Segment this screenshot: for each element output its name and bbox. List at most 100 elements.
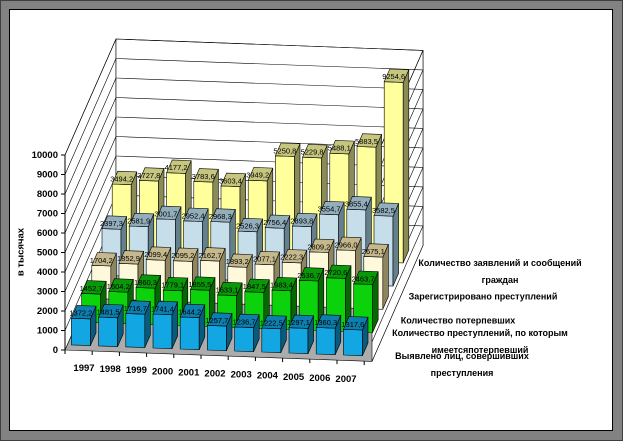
bar-top	[302, 144, 328, 159]
bar-top	[281, 249, 308, 264]
bar-top	[155, 205, 182, 220]
series-axis-label-zaregistrirovano: Зарегистрировано преступлений	[409, 289, 558, 306]
series-axis-label-line: Количество потерпевших	[400, 315, 516, 326]
bar-top	[346, 196, 372, 211]
bar-top	[237, 217, 264, 233]
bar-value-label: 2968,3	[209, 212, 232, 221]
bar-value-label: 2095,2	[171, 251, 194, 260]
gridline	[64, 194, 117, 312]
bar-value-label: 1741,4	[151, 305, 174, 314]
bar-front	[152, 313, 173, 350]
bar-front	[343, 328, 363, 357]
bar-value-label: 2162,7	[199, 251, 222, 260]
bar-side	[402, 69, 410, 264]
year-axis-label: 2006	[309, 373, 330, 384]
bar-front	[207, 325, 227, 352]
bar-value-label: 1257,7	[205, 316, 228, 325]
bar-value-label: 2966,0	[335, 240, 358, 249]
bar-value-label: 1644,2	[178, 307, 201, 316]
bar-top	[166, 159, 192, 174]
bar-top	[234, 313, 260, 328]
bar-value-label: 2222,3	[280, 253, 303, 262]
value-axis-tick-label: 5000	[37, 248, 58, 259]
bar-top	[271, 276, 298, 292]
bar-value-label: 1893,2	[226, 257, 249, 266]
bar-top	[145, 246, 172, 261]
bar-value-label: 1704,2	[90, 256, 113, 265]
bar-top	[291, 212, 318, 228]
bar-top	[288, 314, 315, 329]
bar-top	[118, 250, 145, 265]
series-axis-label-line: Количество преступлений, по которым	[392, 328, 568, 338]
bar-value-label: 5250,8	[273, 146, 296, 155]
bar-top	[342, 316, 369, 331]
value-axis-tick-label: 4000	[37, 267, 58, 278]
bar-top	[254, 250, 281, 266]
bar-top	[193, 168, 219, 183]
year-axis-label: 2005	[283, 372, 305, 383]
series-axis-label-line: Количество заявлений и сообщений	[418, 258, 582, 268]
bar-top	[172, 247, 199, 262]
bar-top	[220, 172, 247, 187]
series-axis-label-poterpevshie: Количество потерпевших	[401, 313, 516, 330]
bar-top	[308, 238, 335, 253]
bar-top	[128, 212, 155, 228]
bar-top	[217, 281, 243, 296]
bar-top	[91, 252, 117, 267]
bar-value-label: 1452,7	[80, 284, 103, 293]
value-axis-tick-label: 6000	[37, 228, 58, 239]
bar-side	[392, 203, 399, 287]
series-axis-label-line: Выявлено лиц, совершивших	[395, 351, 529, 361]
series-axis-label-line: имеетсяпотерпевший	[431, 345, 529, 355]
value-axis-tick-label: 1000	[37, 326, 58, 337]
bar-top	[81, 280, 107, 295]
bar-top	[138, 167, 165, 182]
bar-top	[189, 276, 216, 291]
gridline	[64, 175, 117, 292]
bar-front	[261, 327, 282, 354]
gridline	[115, 116, 424, 129]
bar-value-label: 3783,6	[192, 172, 215, 181]
bar-value-label: 1860,3	[134, 278, 157, 287]
bar-top	[206, 312, 233, 327]
bar-top	[125, 300, 151, 315]
bar-value-label: 2397,3	[100, 219, 123, 228]
bar-value-label: 2536,7	[297, 271, 320, 280]
value-axis-tick-label: 7000	[37, 209, 58, 220]
bar-value-label: 1297,1	[287, 318, 310, 327]
bar-top	[244, 278, 270, 293]
bar-top	[315, 314, 342, 329]
value-axis-tick-label: 8000	[37, 189, 58, 200]
bar-top	[135, 274, 162, 289]
year-axis-label: 2004	[257, 371, 279, 382]
bar-top	[356, 133, 383, 148]
bar-value-label: 1222,5	[260, 319, 283, 328]
bar-value-label: 1847,5	[243, 282, 266, 291]
gridline	[64, 58, 117, 175]
bar-value-label: 1855,5	[188, 280, 211, 289]
year-axis-label: 1999	[126, 365, 147, 376]
bar-value-label: 2077,1	[253, 255, 276, 264]
bar-value-label: 1983,4	[270, 281, 293, 290]
year-axis-label: 1998	[100, 364, 121, 375]
bar-value-label: 2893,8	[290, 216, 313, 225]
bar-value-label: 3603,4	[219, 176, 242, 185]
bar-top	[247, 167, 274, 182]
bar-value-label: 5229,8	[301, 148, 324, 157]
bar-value-label: 1236,7	[233, 317, 256, 326]
bar-top	[227, 253, 253, 268]
series-axis-label-line: преступления	[430, 368, 494, 378]
bar-value-label: 2675,1	[362, 247, 385, 256]
bar-top	[108, 278, 134, 293]
bar-top	[325, 264, 352, 279]
bar-top	[274, 142, 301, 157]
bar-value-label: 1372,2	[69, 309, 92, 318]
bar-front	[315, 327, 336, 356]
gridline	[115, 58, 424, 71]
bar-top	[329, 140, 355, 155]
series-row-4: 1372,2 1481,5 1716,7 1741,4 1644,2 1257,7 1236…	[69, 300, 369, 357]
bar-value-label: 3949,2	[246, 171, 269, 180]
bar-top	[179, 303, 206, 318]
bar-top	[183, 207, 209, 222]
